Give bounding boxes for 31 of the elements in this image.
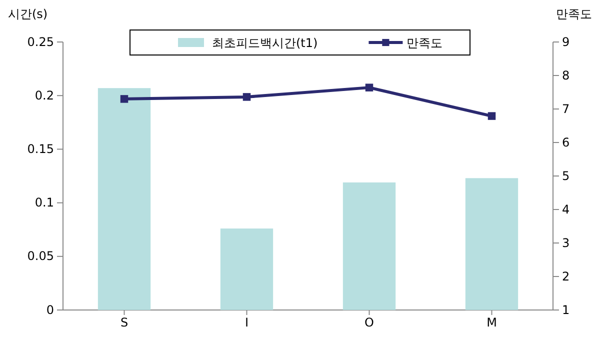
y2-tick-label: 8 xyxy=(562,68,570,82)
y-tick-label: 0.2 xyxy=(34,88,54,102)
point xyxy=(365,84,374,92)
bar xyxy=(220,228,274,310)
x-tick-label: I xyxy=(244,316,249,330)
y2-tick-label: 3 xyxy=(562,236,570,250)
y2-tick-label: 2 xyxy=(562,269,570,284)
x-tick-label: M xyxy=(486,316,497,330)
point xyxy=(120,95,128,103)
y2-tick-label: 5 xyxy=(562,168,570,183)
point xyxy=(242,93,251,101)
bar xyxy=(98,88,151,310)
y2-tick-label: 4 xyxy=(562,202,570,216)
y2-tick-label: 9 xyxy=(562,34,570,49)
legend-label: 만족도 xyxy=(406,36,443,50)
bar xyxy=(465,178,518,310)
x-tick-label: O xyxy=(364,316,374,330)
legend-label: 최초피드백시간(t1) xyxy=(212,36,318,50)
y-tick-label: 0.05 xyxy=(27,249,54,264)
y-tick-label: 0.15 xyxy=(27,142,54,156)
y2-tick-label: 7 xyxy=(562,102,570,116)
y-tick-label: 0.25 xyxy=(27,34,54,49)
x-tick-label: S xyxy=(120,316,128,330)
bar xyxy=(342,182,396,310)
y-axis-title: 시간(s) xyxy=(8,7,48,21)
y2-tick-label: 1 xyxy=(562,302,570,317)
y2-axis-title: 만족도 xyxy=(556,7,592,21)
y-tick-label: 0 xyxy=(46,302,54,317)
y-tick-label: 0.1 xyxy=(34,196,54,210)
y2-tick-label: 6 xyxy=(562,135,570,150)
point xyxy=(488,112,496,120)
